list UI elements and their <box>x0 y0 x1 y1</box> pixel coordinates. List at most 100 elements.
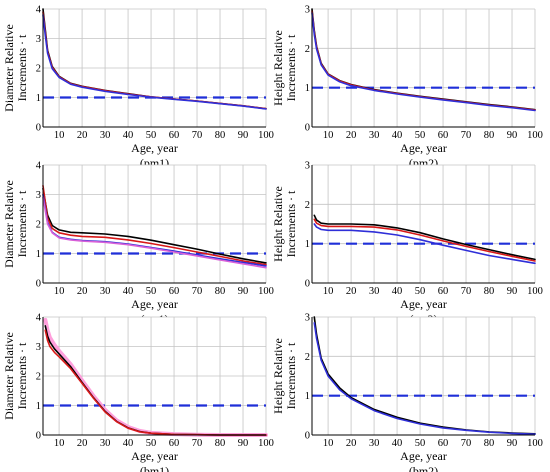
y-axis-label: Height RelativeIncrements · t <box>271 338 298 414</box>
x-tick-label: 10 <box>54 286 65 297</box>
x-tick-label: 40 <box>392 130 403 141</box>
y-tick-label: 0 <box>36 123 41 134</box>
series-line-1 <box>42 187 267 264</box>
y-tick-label: 2 <box>305 200 310 211</box>
y-axis-label-line: Diameter Relative <box>2 180 16 268</box>
x-tick-label: 80 <box>484 286 495 297</box>
x-tick-label: 30 <box>369 130 380 141</box>
x-axis-label: Age, year <box>131 297 178 311</box>
y-axis-label-line: Increments · t <box>284 342 298 409</box>
x-tick-label: 70 <box>192 438 203 449</box>
y-tick-label: 3 <box>36 190 41 201</box>
y-tick-label: 1 <box>36 401 41 412</box>
x-tick-label: 10 <box>323 130 334 141</box>
x-tick-label: 50 <box>415 438 426 449</box>
x-tick-label: 100 <box>258 130 274 141</box>
x-tick-label: 50 <box>146 286 157 297</box>
x-tick-label: 20 <box>346 438 357 449</box>
y-tick-label: 2 <box>36 372 41 383</box>
y-axis-label: Height RelativeIncrements · t <box>271 30 298 106</box>
series-line-3 <box>42 14 267 110</box>
x-tick-label: 20 <box>77 286 88 297</box>
x-tick-label: 80 <box>215 286 226 297</box>
y-tick-label: 1 <box>305 391 310 402</box>
y-tick-label: 2 <box>305 44 310 55</box>
series-line-2 <box>313 218 536 262</box>
x-tick-label: 100 <box>258 286 274 297</box>
y-tick-label: 0 <box>305 431 310 442</box>
x-tick-label: 60 <box>438 438 449 449</box>
y-tick-label: 1 <box>305 239 310 250</box>
y-tick-label: 4 <box>36 5 42 16</box>
chart-bm2: 10 20 30 40 50 60 70 80 90 100 0 1 2 3 Age, year(bm2) H… <box>271 313 543 472</box>
y-axis-label-line: Increments · t <box>15 342 29 409</box>
x-tick-label: 80 <box>484 438 495 449</box>
x-tick-label: 30 <box>369 286 380 297</box>
chart-bm1: 10 20 30 40 50 60 70 80 90 100 0 1 2 3 4 Age, year(bm1)… <box>2 313 274 472</box>
x-axis-label: Age, year <box>131 449 178 463</box>
y-axis-label-line: Increments · t <box>15 190 29 257</box>
y-tick-label: 1 <box>305 83 310 94</box>
x-tick-label: 50 <box>146 130 157 141</box>
y-tick-label: 3 <box>305 5 310 16</box>
y-tick-label: 2 <box>36 64 41 75</box>
y-tick-label: 0 <box>305 279 310 290</box>
x-tick-label: 20 <box>77 438 88 449</box>
x-tick-label: 30 <box>100 438 111 449</box>
y-tick-label: 4 <box>36 313 42 324</box>
x-tick-label: 50 <box>415 286 426 297</box>
series-line-4 <box>42 196 267 269</box>
x-tick-label: 100 <box>527 130 543 141</box>
x-tick-label: 90 <box>238 286 249 297</box>
x-tick-label: 50 <box>415 130 426 141</box>
x-tick-label: 10 <box>323 286 334 297</box>
x-tick-label: 40 <box>123 130 134 141</box>
plot-area <box>312 317 535 435</box>
x-tick-label: 90 <box>507 438 518 449</box>
y-tick-label: 0 <box>36 279 41 290</box>
plot-area <box>312 9 535 127</box>
x-tick-label: 20 <box>346 286 357 297</box>
x-tick-label: 70 <box>461 130 472 141</box>
y-axis-label-line: Increments · t <box>284 34 298 101</box>
x-tick-label: 70 <box>192 286 203 297</box>
x-tick-label: 90 <box>238 438 249 449</box>
x-tick-label: 90 <box>507 286 518 297</box>
x-tick-label: 70 <box>461 438 472 449</box>
y-axis-label-line: Diameter Relative <box>2 24 16 112</box>
x-tick-label: 100 <box>258 438 274 449</box>
x-tick-label: 60 <box>169 438 180 449</box>
series-line-2 <box>42 184 267 266</box>
x-tick-label: 10 <box>54 438 65 449</box>
x-tick-label: 20 <box>77 130 88 141</box>
y-axis-label-line: Increments · t <box>15 34 29 101</box>
y-tick-label: 3 <box>36 34 41 45</box>
y-axis-label-line: Height Relative <box>271 186 285 262</box>
x-tick-label: 50 <box>146 438 157 449</box>
series-line-3 <box>313 223 536 265</box>
x-tick-label: 90 <box>238 130 249 141</box>
y-axis-label: Diameter RelativeIncrements · t <box>2 180 29 268</box>
x-axis-label: Age, year <box>131 141 178 155</box>
y-tick-label: 2 <box>36 220 41 231</box>
x-tick-label: 40 <box>392 438 403 449</box>
x-tick-label: 60 <box>169 130 180 141</box>
x-tick-label: 40 <box>392 286 403 297</box>
x-tick-label: 70 <box>192 130 203 141</box>
series-line-1 <box>313 214 536 261</box>
x-axis-label: Age, year <box>400 449 447 463</box>
y-axis-label: Diameter RelativeIncrements · t <box>2 24 29 112</box>
y-tick-label: 0 <box>36 431 41 442</box>
x-tick-label: 40 <box>123 438 134 449</box>
x-tick-label: 80 <box>484 130 495 141</box>
x-tick-label: 20 <box>346 130 357 141</box>
y-tick-label: 4 <box>36 161 42 172</box>
x-tick-label: 70 <box>461 286 472 297</box>
x-axis-label: Age, year <box>400 141 447 155</box>
x-tick-label: 100 <box>527 438 543 449</box>
y-tick-label: 1 <box>36 93 41 104</box>
x-tick-label: 10 <box>54 130 65 141</box>
